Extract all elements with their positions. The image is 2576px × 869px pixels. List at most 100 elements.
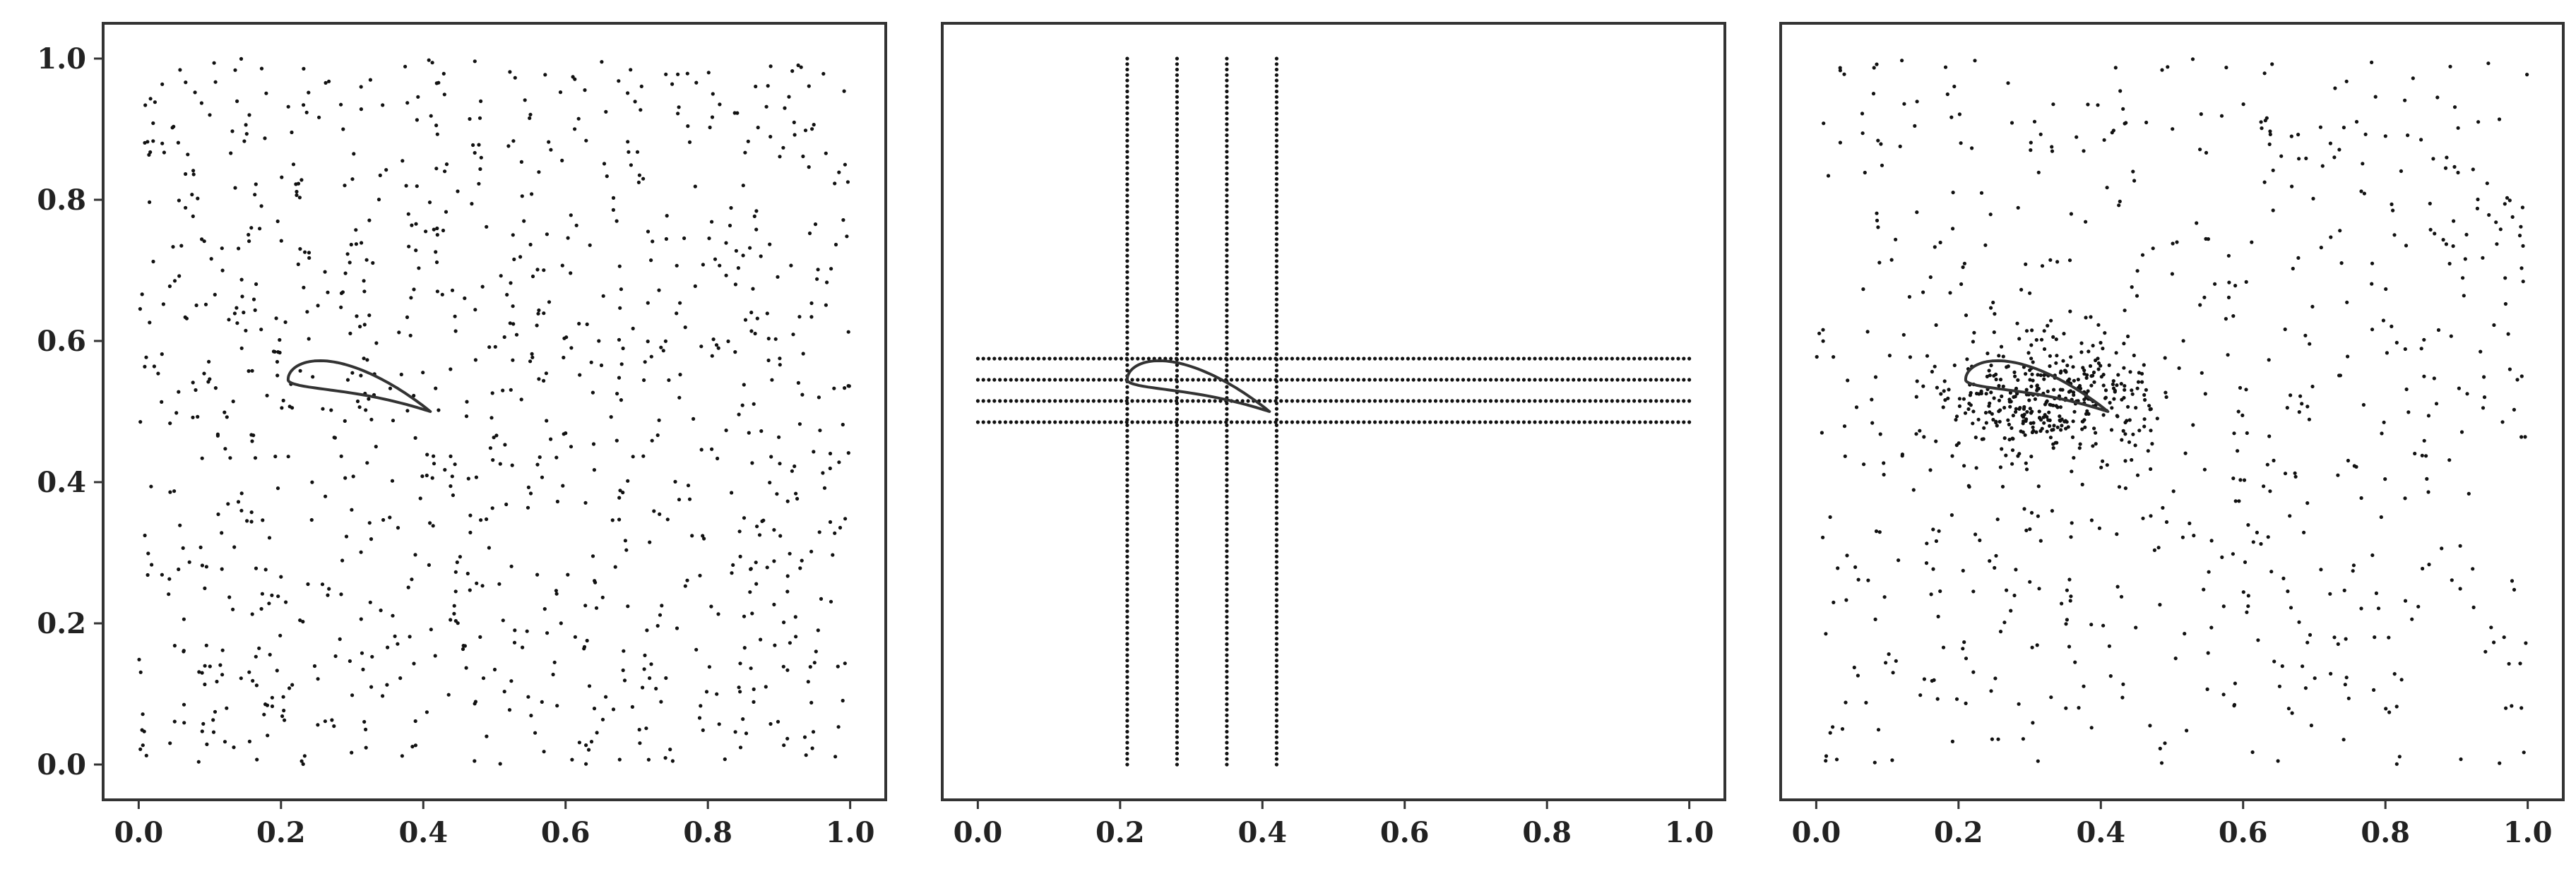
sample-point [1483, 378, 1488, 382]
sample-point [809, 700, 814, 705]
sample-point [749, 666, 753, 671]
sample-point [2283, 472, 2288, 476]
sample-point [2117, 485, 2122, 489]
sample-point [583, 88, 587, 92]
sample-point [1295, 420, 1300, 424]
sample-point [357, 405, 362, 409]
sample-point [1225, 647, 1229, 652]
sample-point [1993, 565, 1997, 570]
sample-point [665, 214, 669, 218]
sample-point [1505, 420, 1509, 424]
sample-point [2202, 295, 2207, 299]
sample-point [2122, 366, 2126, 370]
sample-point [2505, 196, 2510, 200]
sample-point [2001, 384, 2005, 389]
sample-point [2058, 418, 2062, 423]
sample-point [2132, 353, 2136, 358]
sample-point [512, 257, 516, 261]
sample-point [1946, 396, 1950, 400]
sample-point [2108, 674, 2113, 678]
sample-point [1274, 73, 1278, 77]
sample-point [1175, 303, 1179, 307]
sample-point [1962, 640, 1966, 645]
sample-point [2265, 462, 2269, 467]
sample-point [2281, 576, 2286, 581]
sample-point [1649, 378, 1653, 382]
sample-point [2363, 132, 2368, 136]
sample-point [2246, 604, 2250, 609]
sample-point [710, 354, 714, 358]
sample-point [2149, 467, 2153, 472]
sample-point [1971, 589, 1976, 594]
sample-point [1401, 420, 1405, 424]
sample-point [2343, 683, 2347, 687]
sample-point [1225, 494, 1229, 498]
sample-point [2148, 724, 2152, 728]
sample-point [1136, 378, 1140, 382]
sample-point [1582, 356, 1586, 361]
sample-point [1225, 625, 1229, 630]
sample-point [236, 500, 241, 504]
sample-point [697, 716, 702, 720]
sample-point [276, 350, 280, 354]
sample-point [286, 104, 290, 109]
sample-point [795, 496, 800, 501]
sample-point [2065, 364, 2070, 368]
sample-point [207, 359, 211, 364]
sample-point [2059, 369, 2063, 373]
sample-point [1356, 356, 1360, 361]
sample-point [148, 150, 153, 155]
sample-point [526, 695, 530, 699]
sample-point [509, 564, 514, 568]
sample-point [1175, 100, 1179, 104]
sample-point [2426, 414, 2430, 418]
sample-point [1180, 420, 1184, 424]
sample-point [2500, 420, 2505, 424]
sample-point [440, 292, 444, 296]
sample-point [1682, 378, 1686, 382]
sample-point [1225, 363, 1229, 367]
left-sample-points [137, 56, 851, 766]
sample-point [1185, 399, 1189, 403]
sample-point [2270, 62, 2274, 66]
sample-point [693, 184, 697, 188]
sample-point [2220, 555, 2224, 560]
sample-point [348, 659, 352, 664]
sample-point [748, 246, 752, 250]
sample-point [1817, 331, 1822, 335]
sample-point [1225, 741, 1229, 745]
sample-point [741, 253, 745, 258]
sample-point [1225, 522, 1229, 526]
sample-point [975, 399, 980, 403]
sample-point [2118, 89, 2123, 93]
sample-point [2164, 395, 2168, 400]
sample-point [275, 373, 280, 378]
sample-point [1632, 356, 1637, 361]
sample-point [1058, 378, 1063, 382]
sample-point [390, 479, 395, 483]
sample-point [523, 98, 527, 102]
sample-point [430, 61, 434, 65]
sample-point [678, 373, 682, 377]
sample-point [2078, 442, 2082, 446]
sample-point [1268, 356, 1272, 361]
sample-point [1031, 399, 1035, 403]
sample-point [138, 747, 143, 751]
sample-point [1225, 106, 1229, 110]
sample-point [1842, 424, 1847, 428]
sample-point [1225, 297, 1229, 301]
sample-point [2262, 71, 2267, 76]
sample-point [2141, 516, 2145, 520]
sample-point [487, 546, 492, 550]
sample-point [1985, 374, 1989, 379]
sample-point [1990, 737, 1994, 741]
sample-point [785, 499, 790, 503]
sample-point [1933, 364, 1937, 368]
sample-point [1225, 746, 1229, 750]
sample-point [160, 141, 165, 145]
sample-point [2111, 379, 2115, 383]
sample-point [2101, 459, 2105, 463]
sample-point [147, 152, 151, 157]
sample-point [749, 329, 754, 333]
sample-point [542, 268, 546, 272]
